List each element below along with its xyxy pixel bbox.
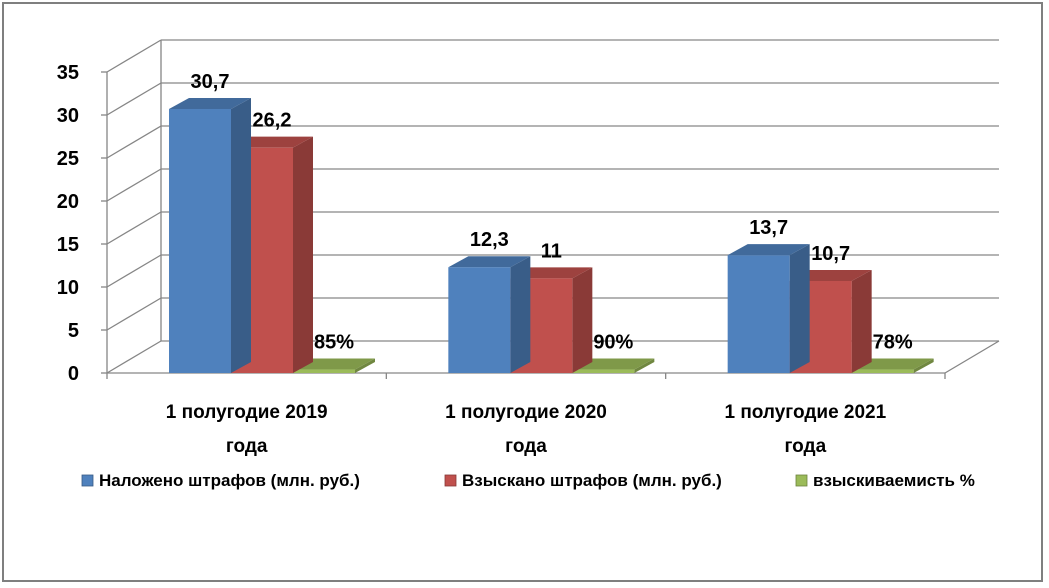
x-tick-label: 1 полугодие 2019 xyxy=(166,402,328,423)
side-gridline xyxy=(106,254,162,288)
floor-right-edge xyxy=(944,340,1000,374)
bar-top xyxy=(169,97,251,109)
data-label: 30,7 xyxy=(191,71,230,93)
y-tick-label: 15 xyxy=(57,234,79,256)
data-label: 26,2 xyxy=(253,110,292,132)
data-label: 13,7 xyxy=(749,217,788,239)
data-label: 10,7 xyxy=(811,243,850,265)
legend-label: Наложено штрафов (млн. руб.) xyxy=(99,471,360,490)
x-tick-label: года xyxy=(785,436,827,457)
bar-side xyxy=(293,136,313,373)
side-gridline xyxy=(106,340,162,374)
side-gridline xyxy=(106,211,162,245)
data-label: 85% xyxy=(314,332,354,354)
bar-top xyxy=(510,267,593,279)
bar xyxy=(448,267,511,373)
bar-top xyxy=(293,358,375,370)
x-tick-label: 1 полугодие 2020 xyxy=(445,402,607,423)
legend-swatch xyxy=(81,474,94,487)
bar-top xyxy=(448,256,531,268)
bar xyxy=(727,255,790,373)
bar-top xyxy=(851,358,934,370)
bar-side xyxy=(355,358,375,373)
bar-top xyxy=(789,269,872,281)
y-tick-label: 20 xyxy=(57,191,79,213)
bar xyxy=(851,369,914,373)
bar-top xyxy=(231,136,313,148)
data-label: 90% xyxy=(593,332,633,354)
bar-side xyxy=(572,267,593,373)
bar xyxy=(572,369,635,373)
x-tick-label: года xyxy=(226,436,268,457)
bar-side xyxy=(634,358,655,373)
side-gridline xyxy=(106,82,162,116)
bar xyxy=(293,369,355,373)
x-tick-label: года xyxy=(505,436,547,457)
y-tick-label: 35 xyxy=(57,62,79,84)
bar-side xyxy=(789,244,810,373)
legend-label: взыскиваемисть % xyxy=(813,471,975,490)
y-tick-label: 10 xyxy=(57,277,79,299)
y-tick-label: 5 xyxy=(68,320,79,342)
y-tick-label: 30 xyxy=(57,105,79,127)
side-gridline xyxy=(106,125,162,159)
legend-swatch xyxy=(444,474,457,487)
side-gridline xyxy=(106,39,162,73)
bar xyxy=(169,108,231,373)
side-gridline xyxy=(106,168,162,202)
bar-top xyxy=(572,358,655,370)
legend-label: Взыскано штрафов (млн. руб.) xyxy=(462,471,722,490)
bar-top xyxy=(727,244,810,256)
x-tick-label: 1 полугодие 2021 xyxy=(724,402,886,423)
bar-side xyxy=(510,256,531,373)
data-label: 11 xyxy=(541,240,562,262)
bar-side xyxy=(913,358,934,373)
legend-swatch xyxy=(795,474,808,487)
data-label: 12,3 xyxy=(470,229,509,251)
y-tick-label: 0 xyxy=(68,363,79,385)
bar-side xyxy=(231,97,251,373)
bar-side xyxy=(851,269,872,373)
side-gridline xyxy=(106,297,162,331)
y-tick-label: 25 xyxy=(57,148,79,170)
data-label: 78% xyxy=(873,332,913,354)
